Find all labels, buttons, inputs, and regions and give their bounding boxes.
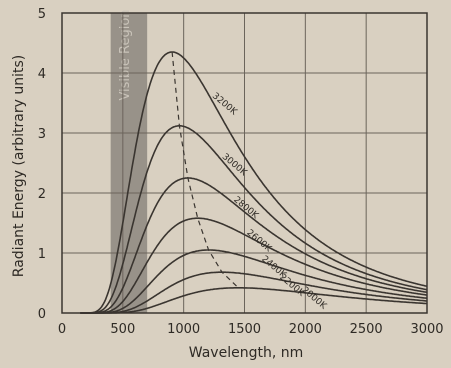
y-tick-label: 0 — [38, 307, 46, 322]
y-axis-label: Radiant Energy (arbitrary units) — [11, 55, 27, 277]
series-line — [80, 125, 427, 314]
x-tick-label: 1500 — [228, 322, 261, 337]
peak-dashed-line — [171, 51, 239, 289]
x-axis-label: Wavelength, nm — [189, 345, 303, 361]
series-line — [80, 271, 427, 314]
series-line — [80, 51, 427, 314]
series-line — [80, 249, 427, 314]
x-tick-label: 500 — [110, 322, 135, 337]
x-tick-label: 2000 — [289, 322, 322, 337]
plot-frame — [61, 12, 428, 314]
series-line — [80, 217, 427, 314]
visible-region-band — [110, 13, 148, 313]
series-line — [80, 287, 427, 314]
y-tick-label: 1 — [38, 247, 46, 262]
y-tick-label: 3 — [38, 127, 46, 142]
x-tick-label: 1000 — [167, 322, 200, 337]
y-tick-label: 4 — [38, 67, 46, 82]
x-tick-label: 2500 — [350, 322, 383, 337]
x-tick-label: 3000 — [410, 322, 443, 337]
x-tick-label: 0 — [58, 322, 66, 337]
series-line — [80, 177, 427, 314]
y-tick-label: 2 — [38, 187, 46, 202]
visible-region-label: Visible Region — [118, 9, 133, 100]
y-tick-label: 5 — [38, 7, 46, 22]
